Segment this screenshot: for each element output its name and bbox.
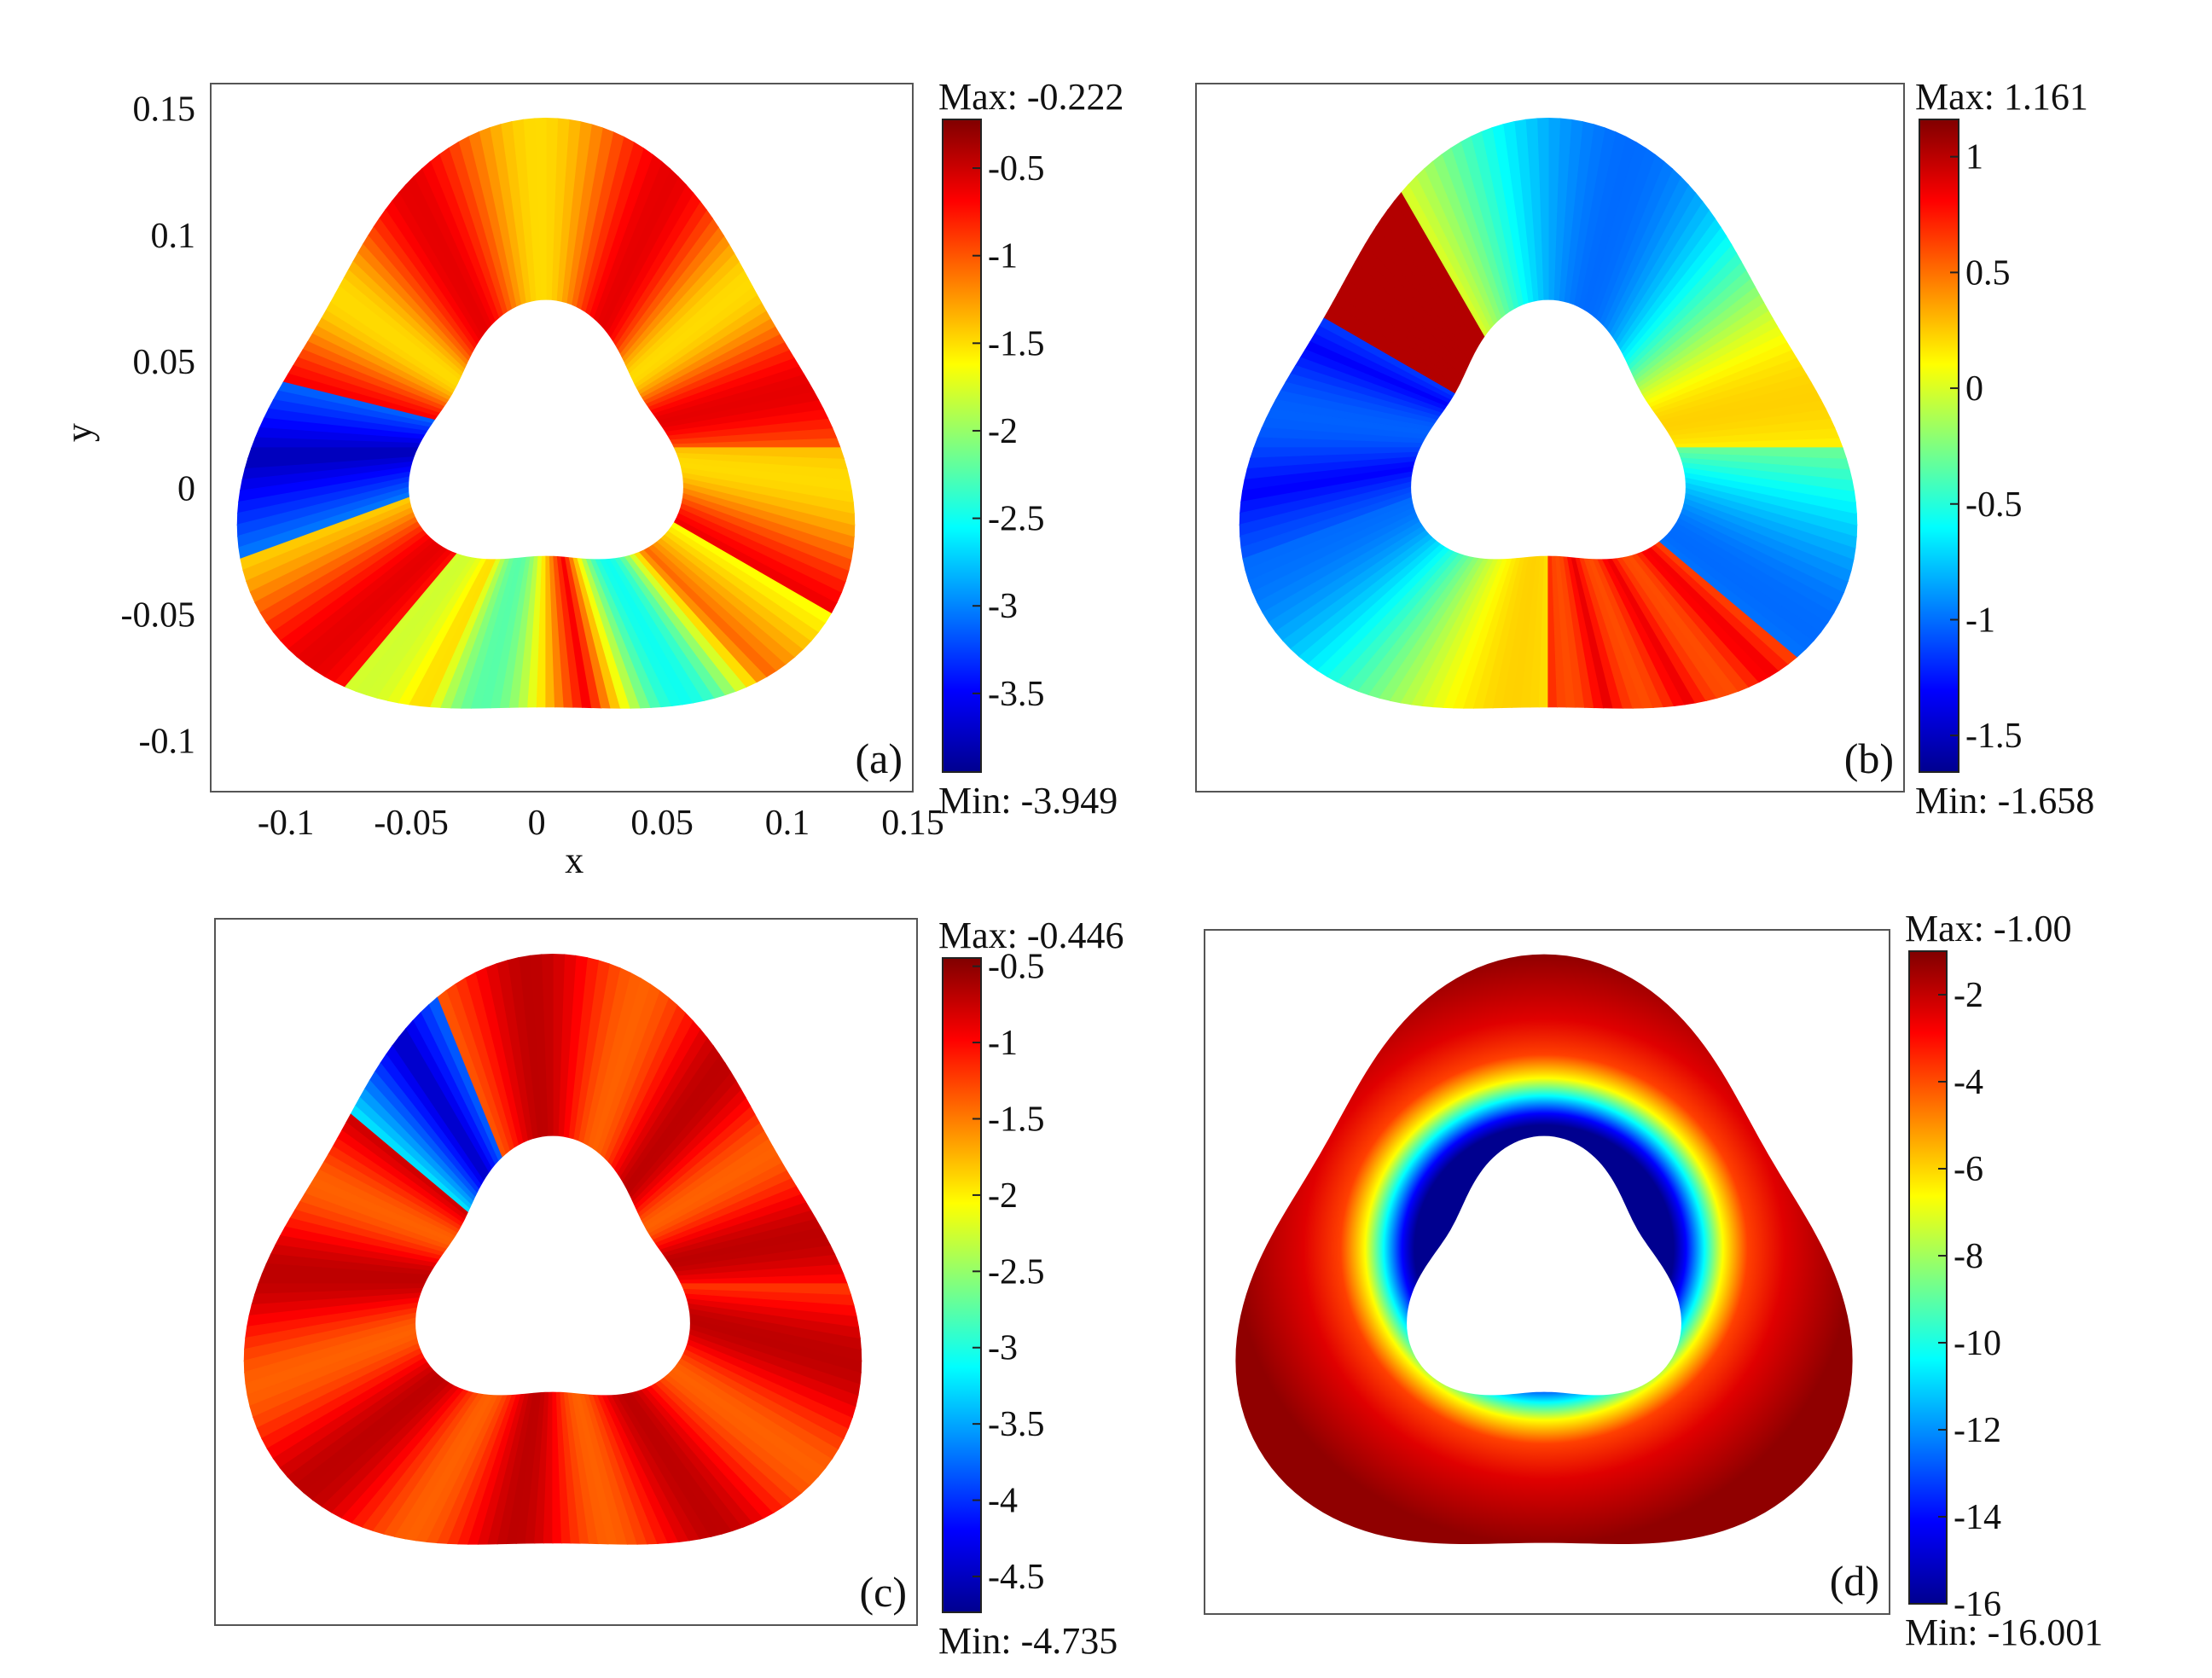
colorbar-tick-label: -4.5 — [988, 1558, 1045, 1597]
x-tick-label: 0.05 — [630, 804, 694, 843]
panel-label: (c) — [860, 1568, 908, 1616]
x-tick-label: 0 — [528, 804, 546, 843]
colorbar-tick-label: -1 — [988, 1024, 1018, 1063]
x-tick-label: 0.1 — [765, 804, 810, 843]
colorbar-tick-label: -4 — [988, 1482, 1018, 1521]
colorbar-tick-label: -0.5 — [988, 149, 1045, 189]
colorbar-max-label: Max: -1.00 — [1905, 908, 2072, 949]
colorbar-tick-label: -0.5 — [988, 948, 1045, 987]
colorbar-max-label: Max: -0.222 — [938, 76, 1124, 118]
inner-hole — [415, 1135, 690, 1396]
colorbar-tick-label: -1 — [988, 237, 1018, 276]
colorbar-tick-label: -16 — [1954, 1585, 2001, 1624]
colorbar-tick-label: -1.5 — [988, 324, 1045, 363]
y-axis-label: y — [58, 423, 100, 442]
inner-hole — [1407, 1135, 1681, 1396]
colorbar-min-label: Min: -3.949 — [938, 780, 1118, 822]
colorbar-tick-label: -3.5 — [988, 675, 1045, 714]
inner-hole — [409, 299, 683, 560]
x-tick-label: -0.05 — [374, 804, 449, 843]
colorbar — [942, 119, 982, 773]
colorbar-tick-label: -2.5 — [988, 500, 1045, 539]
colorbar-tick-label: -0.5 — [1965, 485, 2023, 525]
y-tick-label: 0 — [177, 469, 195, 508]
x-tick-label: -0.1 — [258, 804, 315, 843]
y-tick-label: -0.05 — [121, 596, 196, 636]
colorbar — [1908, 950, 1948, 1605]
colorbar-min-label: Min: -1.658 — [1915, 780, 2094, 822]
colorbar-tick-label: -6 — [1954, 1150, 1983, 1189]
colorbar-min-label: Min: -16.001 — [1905, 1611, 2103, 1653]
colorbar-tick-label: 0 — [1965, 369, 1983, 409]
colorbar — [942, 957, 982, 1613]
inner-hole — [1411, 299, 1686, 560]
y-tick-label: 0.1 — [151, 217, 196, 256]
panel-label: (b) — [1844, 734, 1894, 782]
panel-label: (d) — [1830, 1557, 1879, 1605]
x-tick-label: 0.15 — [881, 804, 944, 843]
colorbar-tick-label: -12 — [1954, 1411, 2001, 1450]
colorbar-tick-label: -1 — [1965, 601, 1995, 640]
y-tick-label: 0.15 — [133, 90, 196, 130]
colorbar-tick-label: -4 — [1954, 1063, 1983, 1102]
colorbar-max-label: Max: -0.446 — [938, 914, 1124, 956]
y-tick-label: -0.1 — [139, 723, 196, 762]
panel-c: (c) Max: -0.446 Min: -4.735 -0.5 -1 -1.5 -2 -2.… — [214, 914, 1124, 1662]
colorbar-tick-label: 0.5 — [1965, 253, 2011, 293]
panel-b: (b) Max: 1.161 Min: -1.658 1 0.5 0 -0.5 -1 -1.5 — [1195, 76, 2094, 822]
colorbar-tick-label: -2 — [988, 412, 1018, 451]
colorbar-tick-label: -2.5 — [988, 1252, 1045, 1292]
colorbar-tick-label: -1.5 — [1965, 717, 2023, 756]
colorbar-tick-label: -3 — [988, 1329, 1018, 1368]
x-axis-label: x — [565, 839, 583, 881]
panel-d: (d) Max: -1.00 Min: -16.001 -2 -4 -6 -8 -10 -12 -… — [1204, 908, 2103, 1653]
colorbar-tick-label: 1 — [1965, 138, 1983, 177]
panel-label: (a) — [856, 734, 903, 782]
colorbar-tick-label: -1.5 — [988, 1100, 1045, 1139]
colorbar-tick-label: -8 — [1954, 1237, 1983, 1276]
colorbar-tick-label: -14 — [1954, 1498, 2001, 1537]
colorbar-tick-label: -10 — [1954, 1324, 2001, 1363]
colorbar-tick-label: -2 — [988, 1176, 1018, 1216]
y-tick-label: 0.05 — [133, 343, 196, 382]
colorbar — [1919, 119, 1959, 773]
colorbar-min-label: Min: -4.735 — [938, 1620, 1118, 1662]
colorbar-tick-label: -3.5 — [988, 1405, 1045, 1444]
colorbar-tick-label: -2 — [1954, 976, 1983, 1015]
colorbar-max-label: Max: 1.161 — [1915, 76, 2088, 118]
colorbar-tick-label: -3 — [988, 587, 1018, 626]
panel-a: (a) Max: -0.222 Min: -3.949 -0.5 -1 -1.5 -2 -2.… — [58, 76, 1124, 881]
